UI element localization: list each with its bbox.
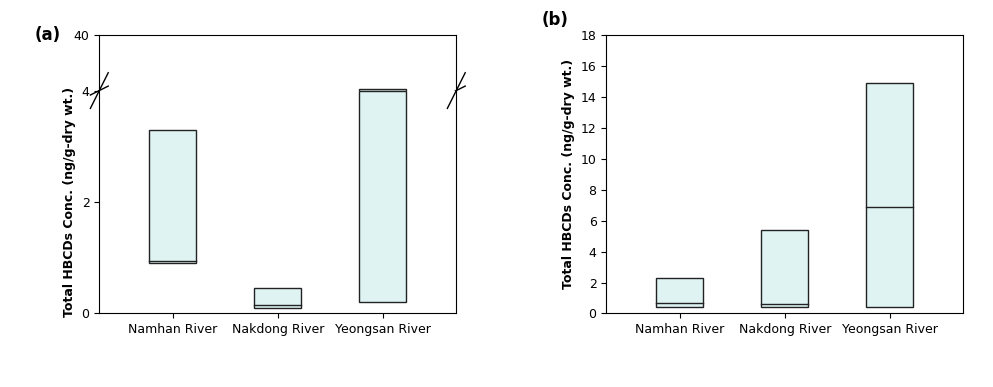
Bar [359, 91, 406, 302]
Y-axis label: Total HBCDs Conc. (ng/g-dry wt.): Total HBCDs Conc. (ng/g-dry wt.) [562, 59, 575, 289]
Y-axis label: Total HBCDs Conc. (ng/g-dry wt.): Total HBCDs Conc. (ng/g-dry wt.) [63, 87, 76, 317]
Bar [149, 130, 197, 263]
Text: (a): (a) [35, 26, 62, 45]
Bar [866, 83, 914, 307]
Text: (b): (b) [542, 11, 569, 29]
Bar [254, 288, 302, 308]
Bar [761, 230, 808, 307]
Bar [359, 89, 406, 91]
Bar [656, 278, 703, 307]
